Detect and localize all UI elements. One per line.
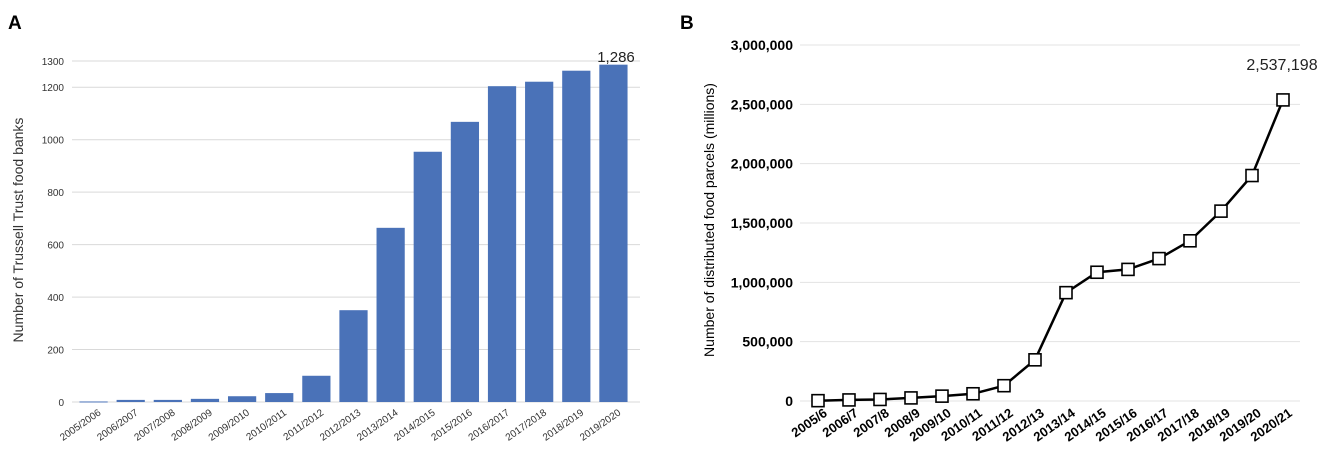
chart-b-point (904, 391, 918, 405)
chart-a-x-tick-label: 2019/2020 (578, 407, 623, 443)
chart-b-y-tick-label: 0 (785, 393, 793, 409)
chart-b-point (1090, 265, 1104, 280)
chart-b-point (1152, 251, 1166, 266)
panel-b-letter: B (680, 13, 694, 34)
chart-b-series-line (817, 99, 1285, 402)
chart-a-y-tick-label: 1000 (42, 136, 65, 147)
chart-b-point (1276, 93, 1290, 107)
chart-b-y-tick-label: 1,000,000 (731, 274, 793, 290)
chart-b-y-tick-label: 500,000 (742, 334, 793, 350)
chart-a-bar (79, 401, 108, 403)
chart-b-point (935, 389, 949, 403)
chart-b-markers (811, 93, 1290, 408)
chart-b-point (966, 386, 980, 401)
chart-b-y-tick-label: 1,500,000 (731, 215, 793, 231)
chart-a-bar (153, 399, 182, 402)
chart-a-bar (562, 70, 591, 402)
chart-a-x-tick-label: 2010/2011 (245, 407, 290, 443)
chart-a-bar (450, 121, 480, 403)
chart-a-y-tick-label: 400 (47, 293, 64, 304)
chart-a-annotation: 1,286 (597, 49, 635, 66)
chart-a-bar (339, 310, 368, 402)
chart-b-point (1245, 168, 1259, 183)
chart-a-y-axis-label: Number of Trussell Trust food banks (10, 118, 26, 343)
chart-b-point (1059, 285, 1073, 300)
chart-b-point (1121, 262, 1135, 277)
chart-a: 0 200 400 600 800 1000 1200 1300 2005/20062006/… (10, 49, 640, 444)
chart-b-x-ticks: 2005/62006/72007/82008/92009/102010/1120… (789, 405, 1295, 445)
chart-b-point (811, 393, 825, 408)
chart-a-x-ticks: 2005/20062006/20072007/20082008/20092009… (58, 407, 623, 443)
chart-b-point (873, 392, 887, 407)
chart-b-y-ticks: 0 500,000 1,000,000 1,500,000 2,000,000 2,500… (731, 37, 794, 409)
chart-b-point (1183, 234, 1197, 248)
chart-b-gridlines (800, 44, 1300, 402)
panel-a-letter: A (8, 13, 22, 34)
chart-a-y-tick-label: 200 (47, 346, 64, 357)
chart-a-y-tick-label: 600 (47, 241, 64, 252)
chart-b-y-tick-label: 3,000,000 (731, 37, 793, 53)
chart-a-bar (116, 399, 145, 402)
chart-a-y-tick-label: 1300 (42, 57, 65, 68)
chart-a-bar (376, 227, 405, 402)
chart-a-y-tick-label: 0 (58, 398, 64, 409)
chart-a-bar (487, 86, 517, 402)
chart-b-point (1214, 204, 1228, 218)
chart-a-x-tick-label: 2009/2010 (207, 407, 252, 443)
chart-b-point (1028, 353, 1042, 367)
chart-a-y-tick-label: 800 (47, 188, 64, 199)
chart-b-point (997, 378, 1011, 393)
chart-a-bar (599, 64, 628, 403)
chart-a-bar (190, 398, 220, 402)
chart-b-y-tick-label: 2,500,000 (731, 96, 793, 112)
chart-a-y-ticks: 0 200 400 600 800 1000 1200 1300 (42, 57, 65, 409)
chart-a-gridlines (72, 60, 640, 403)
chart-a-bar (265, 393, 294, 402)
chart-b-y-tick-label: 2,000,000 (731, 156, 793, 172)
chart-a-bar (525, 81, 554, 403)
chart-a-bar (413, 151, 442, 402)
chart-a-bars (79, 64, 628, 403)
chart-a-bar (227, 396, 257, 402)
chart-b-y-axis-label: Number of distributed food parcels (mill… (701, 83, 717, 357)
chart-b: 0 500,000 1,000,000 1,500,000 2,000,000 2,500… (701, 37, 1318, 444)
chart-a-y-tick-label: 1200 (42, 83, 65, 94)
chart-a-bar (302, 375, 331, 402)
chart-b-point (842, 393, 856, 407)
chart-b-annotation: 2,537,198 (1246, 57, 1317, 74)
